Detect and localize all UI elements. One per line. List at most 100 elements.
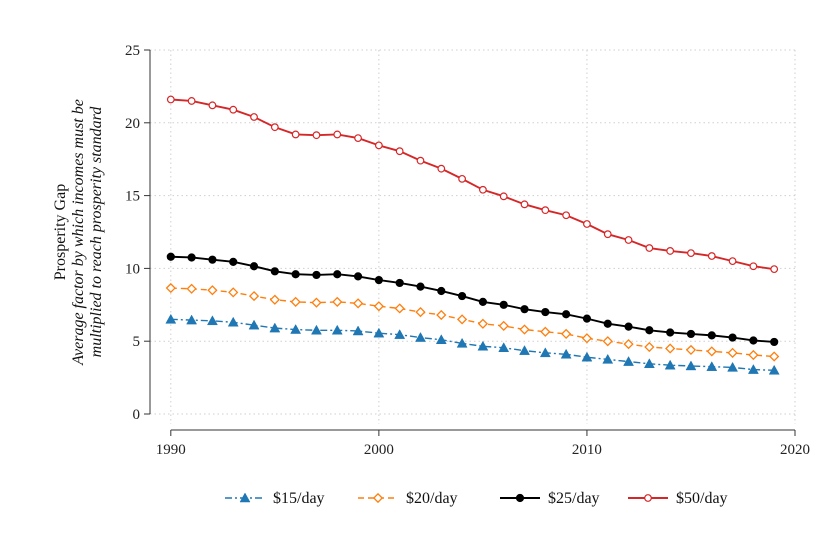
data-point-0	[560, 348, 572, 359]
data-point-3	[645, 244, 654, 252]
data-point-2	[374, 275, 383, 285]
legend-label: $50/day	[676, 490, 728, 507]
data-point-0	[311, 324, 322, 335]
data-point-legend-3	[644, 494, 652, 502]
data-point-3	[499, 192, 508, 201]
data-point-3	[166, 95, 175, 104]
data-point-3	[416, 156, 425, 165]
data-point-3	[479, 185, 487, 194]
data-point-1	[477, 318, 489, 329]
y-axis-sublabel-line1: Average factor by which incomes must be	[70, 99, 87, 366]
data-point-1	[727, 347, 738, 358]
data-point-2	[624, 322, 633, 331]
data-point-1	[623, 338, 634, 350]
data-point-1	[269, 294, 280, 305]
y-tick-label: 10	[125, 261, 140, 277]
data-point-0	[539, 347, 551, 358]
data-point-3	[603, 230, 612, 239]
data-point-3	[541, 206, 550, 215]
legend-label: $25/day	[548, 490, 600, 507]
data-point-3	[770, 265, 779, 274]
data-point-1	[706, 346, 717, 357]
data-point-2	[520, 305, 529, 314]
gridlines	[150, 49, 796, 424]
data-point-1	[561, 328, 572, 340]
data-point-1	[685, 344, 697, 356]
data-point-3	[270, 123, 279, 132]
data-point-0	[685, 360, 697, 371]
data-point-2	[770, 337, 779, 347]
legend-item-0: $15/day	[225, 490, 325, 507]
data-point-3	[395, 147, 404, 156]
y-tick-label: 0	[133, 407, 141, 423]
series-group	[165, 95, 780, 375]
data-point-2	[229, 257, 238, 266]
data-point-3	[728, 257, 737, 266]
data-point-1	[352, 298, 364, 309]
data-point-0	[643, 358, 655, 369]
data-point-2	[187, 253, 196, 262]
data-point-1	[644, 341, 655, 353]
data-point-2	[437, 286, 446, 296]
data-point-2	[749, 336, 758, 345]
data-point-3	[624, 236, 633, 244]
data-point-legend-0	[239, 492, 251, 503]
data-point-0	[747, 364, 759, 374]
data-point-2	[270, 267, 279, 276]
series-line	[170, 318, 775, 372]
data-point-1	[186, 283, 197, 294]
data-point-3	[666, 247, 675, 255]
data-point-2	[312, 270, 321, 280]
data-point-1	[436, 309, 447, 321]
data-point-0	[206, 315, 218, 326]
y-tick-label: 25	[125, 43, 140, 59]
data-point-3	[354, 134, 362, 142]
data-point-0	[165, 313, 177, 324]
data-point-2	[541, 307, 550, 317]
data-point-1	[311, 297, 322, 308]
data-point-2	[166, 252, 175, 261]
data-point-1	[456, 314, 468, 325]
data-point-0	[331, 324, 343, 335]
data-point-1	[248, 290, 260, 302]
data-point-0	[519, 345, 530, 355]
data-point-1	[290, 296, 301, 308]
data-point-1	[665, 343, 676, 354]
series-0	[165, 313, 780, 375]
x-tick-label: 2000	[364, 442, 394, 458]
data-point-1	[519, 324, 530, 335]
series-2	[166, 252, 779, 347]
data-point-0	[581, 351, 593, 362]
legend-item-3: $50/day	[628, 490, 728, 507]
data-point-0	[415, 332, 426, 342]
data-point-1	[332, 296, 343, 308]
data-point-2	[333, 270, 342, 279]
data-point-3	[333, 130, 342, 139]
data-point-2	[478, 297, 488, 306]
data-point-3	[687, 249, 695, 258]
data-point-legend-1	[372, 492, 384, 504]
data-point-3	[583, 220, 591, 228]
data-point-2	[457, 291, 467, 301]
series-3	[166, 95, 779, 274]
data-point-3	[312, 131, 321, 140]
data-point-3	[707, 252, 716, 260]
data-point-2	[395, 278, 404, 288]
x-tick-label: 2020	[780, 442, 810, 458]
y-axis-sublabel-line2: multiplied to reach prosperity standard	[88, 106, 105, 358]
data-point-0	[768, 364, 780, 375]
data-point-3	[458, 174, 466, 183]
data-point-1	[228, 287, 239, 298]
legend-item-2: $25/day	[500, 490, 600, 507]
series-line	[170, 255, 775, 343]
series-line	[170, 98, 775, 271]
data-point-0	[706, 361, 718, 371]
y-tick-label: 5	[133, 334, 141, 350]
legend-label: $15/day	[273, 490, 325, 507]
data-point-3	[374, 141, 383, 150]
y-axis-label: Prosperity Gap	[52, 184, 69, 280]
y-tick-label: 20	[125, 116, 140, 132]
data-point-0	[269, 322, 281, 333]
data-point-1	[748, 349, 759, 361]
data-point-0	[623, 356, 634, 366]
